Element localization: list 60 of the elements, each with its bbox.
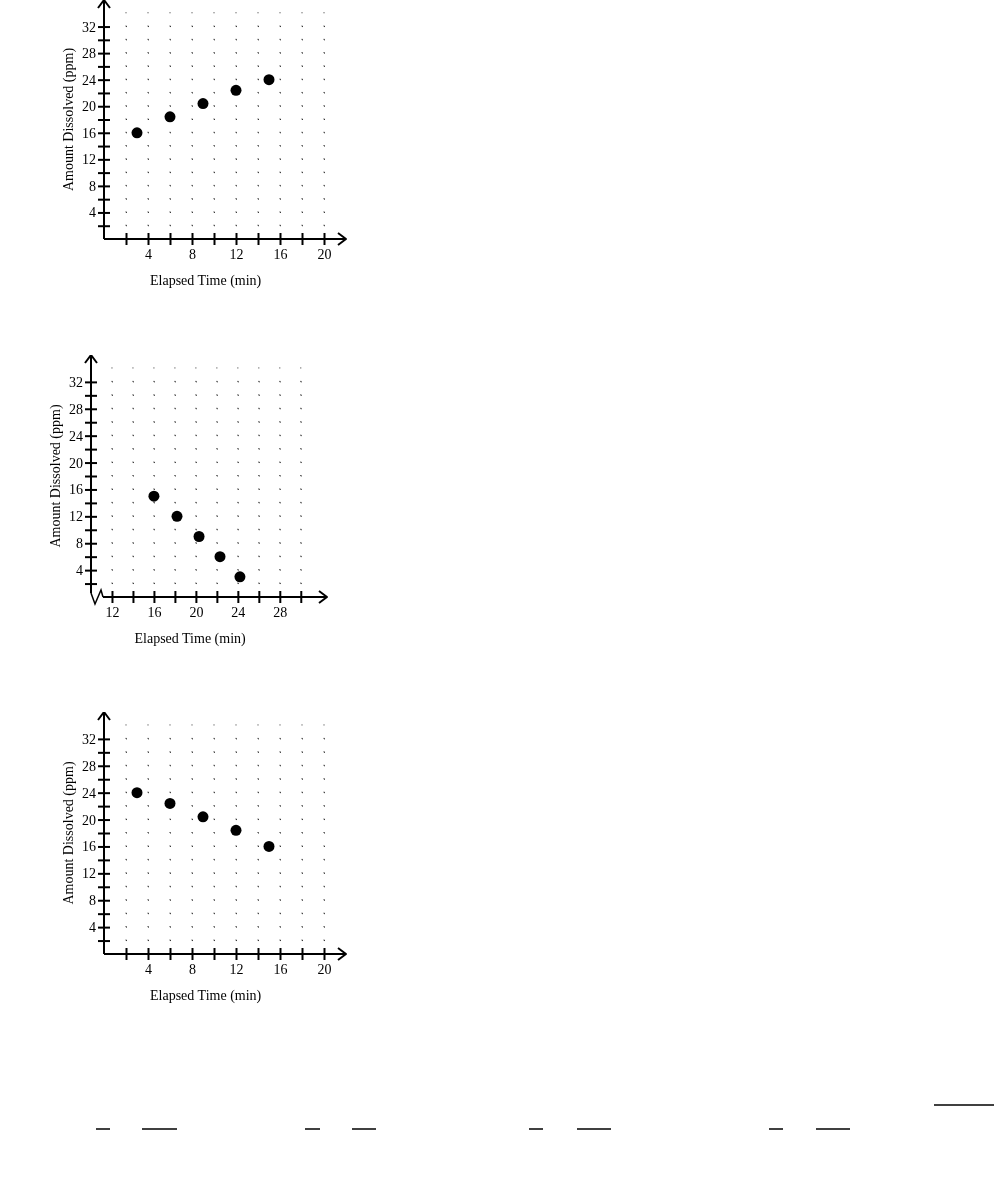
x-tick-label: 16 — [273, 961, 288, 977]
y-tick-label: 20 — [82, 99, 96, 115]
x-tick-label: 8 — [189, 246, 196, 262]
y-tick-label: 4 — [76, 563, 83, 579]
point — [164, 797, 176, 809]
point — [234, 571, 246, 583]
x-tick-label: 4 — [145, 961, 152, 977]
x-axis-title: Elapsed Time (min) — [150, 273, 262, 289]
y-tick-label: 4 — [89, 920, 96, 936]
y-tick-label: 20 — [82, 812, 96, 828]
point — [164, 111, 176, 123]
y-tick-label: 32 — [82, 731, 96, 747]
y-tick-label: 4 — [89, 205, 96, 221]
point — [197, 811, 209, 823]
x-axis-title: Elapsed Time (min) — [134, 631, 247, 647]
x-axis-title: Elapsed Time (min) — [150, 988, 262, 1004]
y-tick-label: 12 — [82, 866, 96, 882]
y-tick-label: 32 — [82, 19, 96, 35]
y-tick-label: 24 — [82, 72, 96, 88]
point — [131, 787, 143, 799]
point — [148, 490, 160, 502]
y-axis-title: Amount Dissolved (ppm) — [48, 404, 64, 548]
x-tick-label: 12 — [105, 604, 120, 620]
y-axis-title: Amount Dissolved (ppm) — [61, 761, 77, 905]
y-tick-label: 24 — [69, 428, 83, 444]
y-tick-label: 12 — [82, 152, 96, 168]
y-tick-label: 28 — [82, 758, 96, 774]
y-tick-label: 16 — [69, 482, 83, 498]
point — [230, 824, 242, 836]
point — [263, 840, 275, 852]
y-tick-label: 28 — [82, 46, 96, 62]
y-axis-title: Amount Dissolved (ppm) — [61, 47, 77, 192]
y-tick-label: 16 — [82, 125, 96, 141]
x-tick-label: 20 — [317, 961, 332, 977]
point — [131, 127, 143, 139]
y-tick-label: 24 — [82, 785, 96, 801]
point — [197, 98, 209, 110]
y-tick-label: 28 — [69, 401, 83, 417]
x-tick-label: 28 — [273, 604, 288, 620]
x-tick-label: 16 — [273, 246, 288, 262]
x-tick-label: 20 — [189, 604, 204, 620]
x-tick-label: 24 — [231, 604, 246, 620]
y-tick-label: 8 — [89, 893, 96, 909]
point — [214, 551, 226, 563]
point — [263, 74, 275, 86]
point — [171, 510, 183, 522]
point — [230, 84, 242, 96]
x-tick-label: 8 — [189, 961, 196, 977]
y-tick-label: 32 — [69, 374, 83, 390]
y-tick-label: 20 — [69, 455, 83, 471]
y-tick-label: 16 — [82, 839, 96, 855]
y-tick-label: 12 — [69, 509, 83, 525]
y-tick-label: 8 — [89, 178, 96, 194]
y-tick-label: 8 — [76, 536, 83, 552]
x-tick-label: 12 — [229, 246, 244, 262]
point — [193, 531, 205, 542]
x-tick-label: 16 — [147, 604, 162, 620]
x-tick-label: 4 — [145, 246, 152, 262]
x-tick-label: 20 — [317, 246, 332, 262]
x-tick-label: 12 — [229, 961, 244, 977]
